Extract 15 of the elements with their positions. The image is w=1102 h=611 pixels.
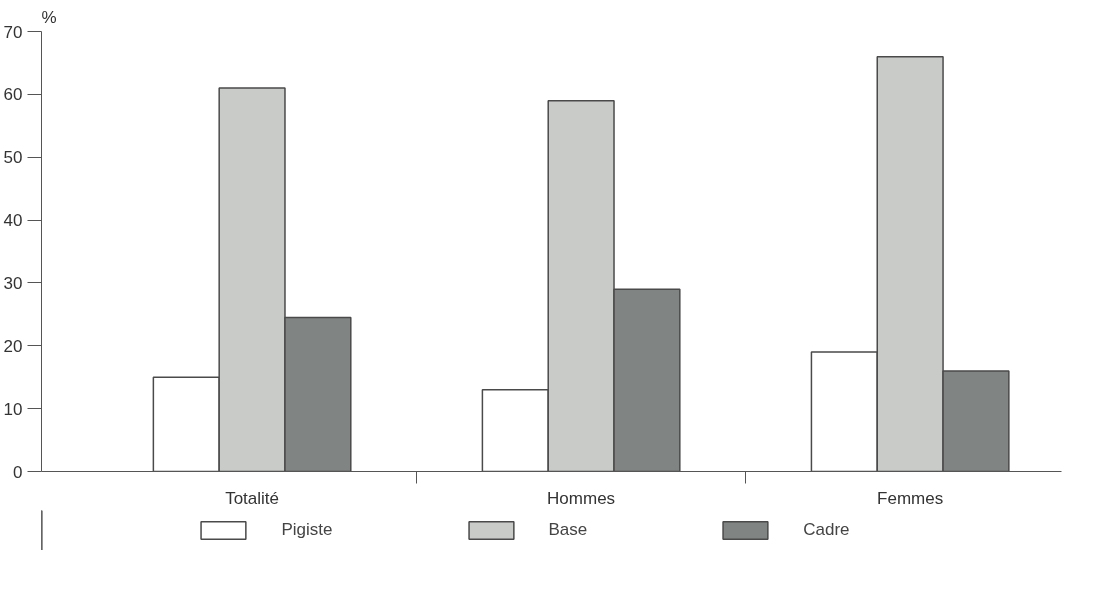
y-tick-label: 60: [3, 85, 23, 105]
y-tick-label: 30: [3, 273, 23, 293]
y-tick-label: 40: [3, 211, 23, 231]
y-axis-title: %: [41, 7, 57, 27]
legend-label: Base: [548, 520, 588, 540]
y-tick-label: 20: [3, 336, 23, 356]
x-tick-label: Femmes: [877, 488, 944, 508]
y-tick-label: 0: [13, 462, 23, 482]
x-tick-label: Totalité: [225, 488, 280, 508]
y-tick-label: 70: [3, 22, 23, 42]
y-tick-label: 50: [3, 148, 23, 168]
legend-label: Pigiste: [281, 520, 333, 540]
legend-label: Cadre: [803, 520, 850, 540]
y-tick-label: 10: [3, 399, 23, 419]
x-tick-label: Hommes: [547, 488, 616, 508]
